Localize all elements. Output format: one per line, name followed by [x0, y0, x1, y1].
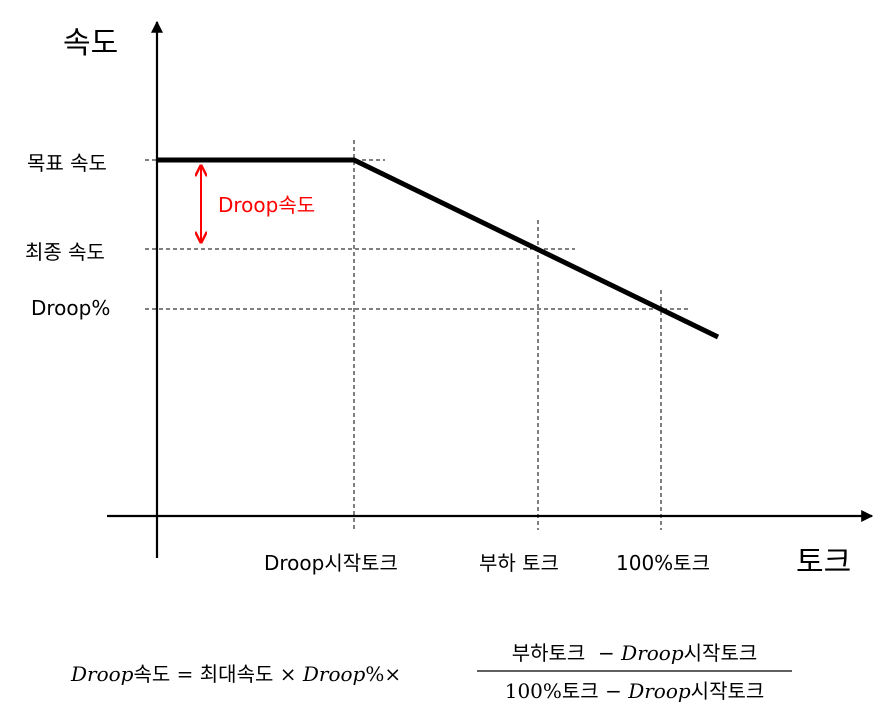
formula-denominator-b-italic: Droop [628, 679, 691, 703]
formula-lhs-rest: 속도 [133, 662, 171, 686]
formula-times2: × [384, 662, 402, 686]
formula-term2-rest: % [365, 662, 385, 686]
x-label-full-torque: 100%토크 [616, 551, 710, 575]
x-axis-title: 토크 [796, 545, 852, 580]
formula-numerator-minus: − [598, 641, 615, 665]
formula-numerator-b-rest: 시작토크 [683, 641, 758, 665]
droop-speed-label: Droop속도 [218, 193, 316, 217]
y-label-final-speed: 최종 속도 [25, 240, 105, 264]
speed-curve [157, 157, 720, 340]
x-label-droop-start-torque: Droop시작토크 [264, 551, 398, 575]
formula-lhs-italic: Droop [71, 662, 134, 686]
y-axis-title: 속도 [63, 26, 119, 61]
y-label-droop-percent: Droop% [31, 296, 111, 320]
formula-denominator-b-rest: 시작토크 [690, 679, 765, 703]
x-label-load-torque: 부하 토크 [479, 551, 559, 575]
formula-times1: × [279, 662, 297, 686]
formula-numerator-b-italic: Droop [621, 641, 684, 665]
formula-denominator-a: 100%토크 [504, 679, 599, 703]
formula-term1: 최대속도 [199, 662, 274, 686]
y-label-target-speed: 목표 속도 [27, 151, 107, 175]
formula-denominator: 100%토크 − Droop시작토크 [477, 675, 792, 704]
formula-numerator: 부하토크 − Droop시작토크 [477, 637, 792, 666]
formula-denominator-minus: − [605, 679, 622, 703]
formula-term2-italic: Droop [302, 662, 366, 686]
formula-numerator-a: 부하토크 [511, 641, 586, 665]
formula-lhs: Droop속도 = 최대속도 × Droop%× [71, 658, 401, 687]
formula-equals: = [176, 662, 194, 686]
